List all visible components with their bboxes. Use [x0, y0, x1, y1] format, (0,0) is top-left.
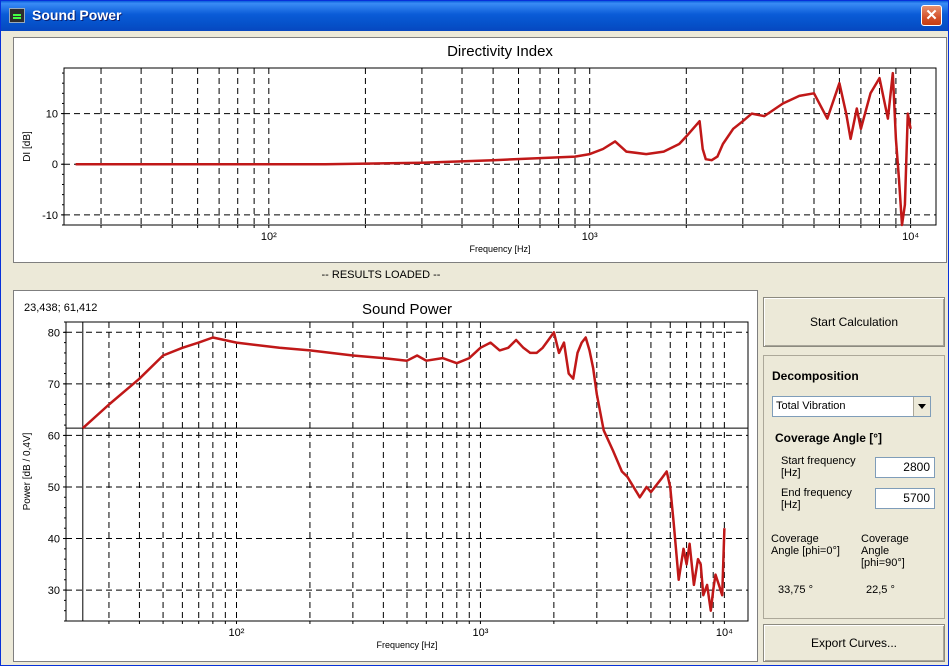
start-frequency-input[interactable]: 2800 — [875, 457, 935, 478]
decomposition-group: Decomposition Total Vibration Coverage A… — [763, 355, 945, 619]
decomposition-selected: Total Vibration — [776, 400, 846, 412]
export-curves-button[interactable]: Export Curves... — [763, 624, 945, 662]
x-tick-label: 10³ — [472, 627, 488, 639]
coverage-angle-90-label: Coverage Angle [phi=90°] — [861, 533, 909, 569]
app-icon — [9, 8, 25, 23]
y-tick-label: 10 — [46, 109, 58, 121]
y-tick-label: 50 — [48, 482, 60, 494]
title-bar[interactable]: Sound Power ✕ — [1, 1, 948, 31]
directivity-index-plot: Directivity Index 10 0 -10 10² 10³ 10⁴ Frequenc… — [22, 43, 937, 254]
end-frequency-input[interactable]: 5700 — [875, 488, 935, 509]
status-text: -- RESULTS LOADED -- — [321, 269, 441, 281]
cursor-readout: 23,438; 61,412 — [24, 302, 97, 314]
x-tick-label: 10² — [229, 627, 245, 639]
x-tick-label: 10² — [261, 231, 277, 243]
close-button[interactable]: ✕ — [921, 5, 942, 26]
coverage-angle-0-value: 33,75 ° — [778, 584, 813, 596]
sound-power-plot: Sound Power 80 70 60 50 40 30 10² 10³ 10⁴ Frequenc… — [22, 301, 749, 650]
y-tick-label: 60 — [48, 430, 60, 442]
plot-frame — [63, 67, 937, 226]
plot-frame — [65, 321, 749, 622]
sound-power-chart[interactable]: Sound Power 80 70 60 50 40 30 10² 10³ 10⁴ Frequenc… — [13, 290, 758, 662]
y-tick-label: 80 — [48, 327, 60, 339]
coverage-angle-heading: Coverage Angle [°] — [775, 431, 883, 445]
coverage-angle-90-value: 22,5 ° — [866, 584, 895, 596]
x-tick-label: 10⁴ — [902, 231, 919, 243]
directivity-index-chart[interactable]: Directivity Index 10 0 -10 10² 10³ 10⁴ Frequenc… — [13, 37, 947, 263]
start-calculation-label: Start Calculation — [809, 315, 899, 329]
decomposition-select[interactable]: Total Vibration — [772, 396, 931, 417]
chevron-down-icon[interactable] — [913, 397, 930, 416]
y-axis-label: DI [dB] — [22, 131, 33, 162]
x-axis-label: Frequency [Hz] — [376, 640, 437, 650]
start-calculation-button[interactable]: Start Calculation — [763, 297, 945, 347]
end-frequency-label: End frequency [Hz] — [781, 487, 852, 511]
y-tick-label: 40 — [48, 534, 60, 546]
decomposition-heading: Decomposition — [772, 369, 859, 383]
y-axis-label: Power [dB / 0,4V] — [22, 432, 33, 510]
coverage-angle-0-label: Coverage Angle [phi=0°] — [771, 533, 840, 557]
y-tick-label: 30 — [48, 585, 60, 597]
window-title: Sound Power — [32, 7, 122, 23]
export-curves-label: Export Curves... — [810, 636, 898, 650]
y-tick-label: -10 — [42, 210, 58, 222]
y-tick-label: 70 — [48, 379, 60, 391]
data-series-line — [81, 331, 726, 612]
start-frequency-label: Start frequency [Hz] — [781, 455, 856, 479]
chart-title: Sound Power — [362, 301, 452, 318]
x-tick-label: 10⁴ — [716, 627, 733, 639]
chart-title: Directivity Index — [447, 43, 553, 60]
x-axis-label: Frequency [Hz] — [469, 244, 530, 254]
y-tick-label: 0 — [52, 159, 58, 171]
data-series-line — [75, 71, 912, 227]
x-tick-label: 10³ — [582, 231, 598, 243]
